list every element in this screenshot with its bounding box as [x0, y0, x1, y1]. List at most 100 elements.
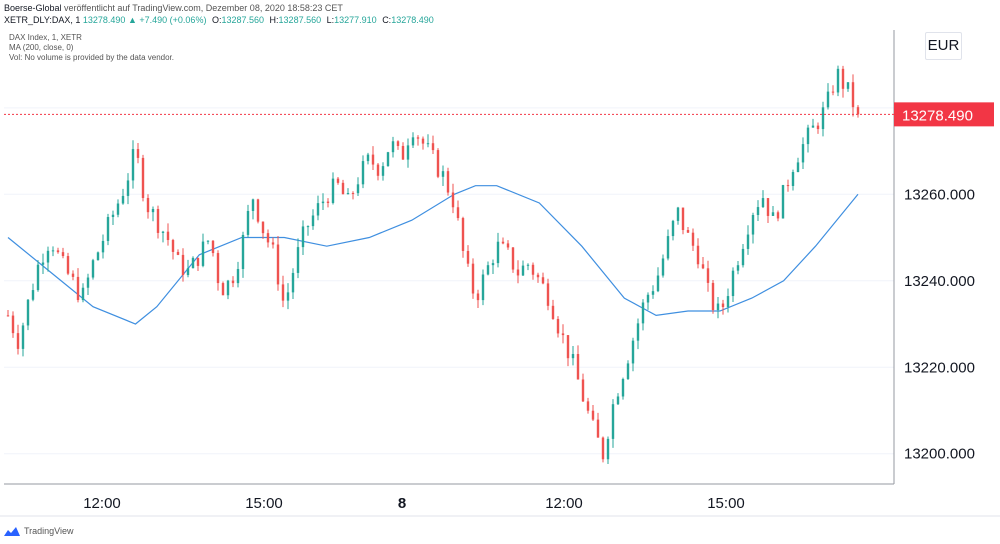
published-text: veröffentlicht auf TradingView.com, Deze… — [64, 3, 343, 13]
candle-body — [286, 292, 290, 301]
candle-body — [806, 127, 810, 145]
high-label: H: — [269, 15, 279, 25]
close-label: C: — [382, 15, 392, 25]
candle-body — [631, 340, 635, 364]
candle-body — [166, 231, 170, 241]
candle-body — [171, 240, 175, 252]
candle-body — [126, 180, 130, 196]
high-value: 13287.560 — [278, 15, 322, 25]
up-arrow-icon: ▲ — [127, 15, 137, 25]
candle-body — [261, 221, 265, 234]
candle-body — [746, 234, 750, 249]
candle-body — [76, 276, 80, 301]
candle-body — [191, 257, 195, 269]
candle-body — [256, 199, 260, 222]
candle-body — [536, 274, 540, 278]
candle-body — [236, 269, 240, 284]
publisher-name[interactable]: Boerse-Global — [4, 3, 62, 13]
candle-body — [301, 226, 305, 248]
candle-body — [786, 185, 790, 187]
candle-body — [176, 251, 180, 255]
candle-body — [196, 257, 200, 266]
candle-body — [606, 438, 610, 460]
x-tick-label: 8 — [398, 495, 406, 512]
candle-body — [6, 315, 10, 317]
candle-body — [831, 91, 835, 93]
open-label: O: — [211, 15, 222, 25]
candle-body — [51, 250, 55, 252]
candle-body — [226, 280, 230, 296]
candle-body — [621, 379, 625, 397]
candle-body — [471, 263, 475, 294]
candle-body — [556, 318, 560, 334]
candle-body — [386, 152, 390, 167]
footer-brand[interactable]: TradingView — [24, 526, 74, 536]
candle-body — [826, 91, 830, 108]
candle-body — [441, 171, 445, 177]
candle-body — [566, 335, 570, 359]
candle-body — [436, 150, 440, 177]
candle-body — [586, 401, 590, 411]
candle-body — [241, 234, 245, 270]
candle-body — [721, 303, 725, 308]
price-change: +7.490 (+0.06%) — [139, 15, 207, 25]
candle-body — [401, 145, 405, 160]
legend-symbol[interactable]: DAX Index, 1, XETR — [9, 33, 82, 42]
candle-body — [31, 290, 35, 300]
y-tick-label: 13260.000 — [904, 186, 975, 203]
candle-body — [836, 68, 840, 93]
candle-body — [56, 250, 60, 253]
candle-body — [426, 143, 430, 145]
candle-body — [206, 240, 210, 242]
candle-body — [771, 212, 775, 216]
legend-volume: Vol: No volume is provided by the data v… — [9, 53, 174, 62]
candle-body — [421, 138, 425, 144]
candle-body — [676, 207, 680, 221]
candle-body — [711, 282, 715, 311]
candle-body — [381, 166, 385, 176]
candle-body — [501, 241, 505, 244]
candle-body — [456, 207, 460, 219]
candle-body — [11, 315, 15, 334]
footer: TradingView — [4, 526, 74, 536]
legend-ma[interactable]: MA (200, close, 0) — [9, 43, 74, 52]
candle-body — [706, 268, 710, 283]
candle-body — [21, 325, 25, 349]
candle-body — [321, 201, 325, 204]
grid — [4, 107, 894, 455]
candle-body — [691, 232, 695, 246]
tradingview-logo-icon — [4, 526, 20, 536]
candle-body — [246, 210, 250, 235]
candle-body — [411, 137, 415, 146]
axes: 13200.00013220.00013240.00013260.0001328… — [0, 30, 1000, 517]
candles — [6, 65, 860, 464]
candle-body — [486, 265, 490, 275]
candle-body — [571, 354, 575, 359]
candle-body — [141, 157, 145, 198]
symbol-name[interactable]: XETR_DLY:DAX, 1 — [4, 15, 81, 25]
candle-body — [666, 236, 670, 259]
y-tick-label: 13200.000 — [904, 446, 975, 463]
candle-body — [481, 274, 485, 301]
candle-body — [106, 217, 110, 241]
y-tick-label: 13240.000 — [904, 273, 975, 290]
currency-label[interactable]: EUR — [925, 32, 962, 60]
candle-body — [216, 253, 220, 284]
candle-body — [316, 203, 320, 216]
candle-body — [91, 260, 95, 278]
candle-body — [371, 154, 375, 165]
x-tick-label: 12:00 — [83, 495, 121, 512]
candle-body — [686, 230, 690, 233]
candle-body — [856, 107, 860, 115]
candle-body — [671, 220, 675, 237]
candle-body — [776, 212, 780, 219]
candle-body — [636, 323, 640, 341]
candle-body — [846, 82, 850, 89]
candle-body — [821, 107, 825, 130]
low-label: L: — [326, 15, 335, 25]
candle-body — [331, 178, 335, 203]
candle-body — [546, 283, 550, 306]
candle-body — [581, 379, 585, 402]
candle-body — [346, 193, 350, 195]
